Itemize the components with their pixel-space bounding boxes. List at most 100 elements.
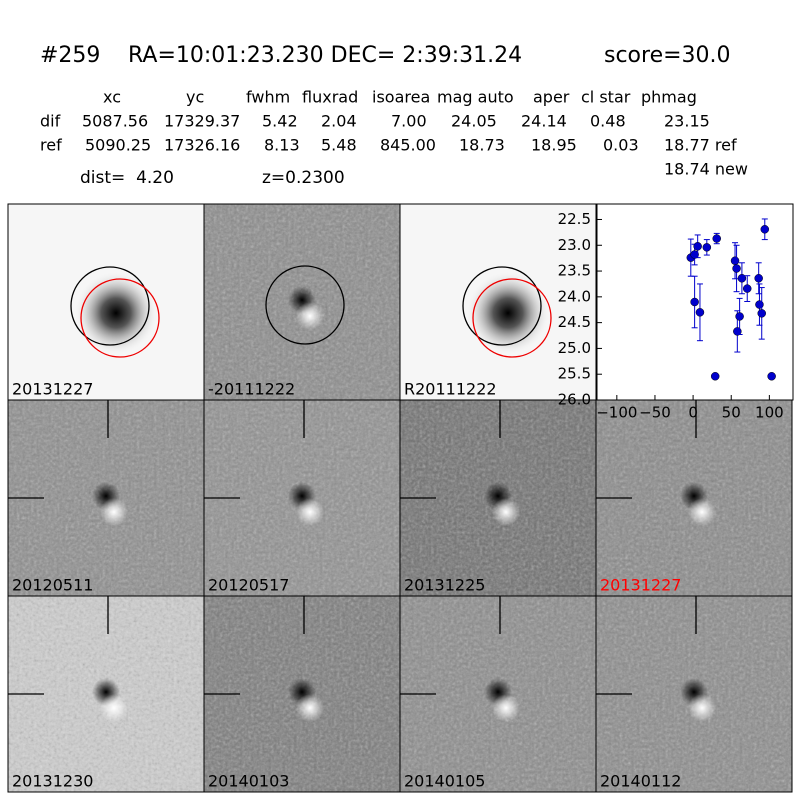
stamp: 20140112	[595, 595, 793, 793]
data-point	[757, 309, 766, 318]
bright-blob	[100, 694, 128, 722]
galaxy	[74, 271, 158, 355]
light-curve: 22.5 23.0 23.5 24.0 24.5 25.0 25.5 26.0 −100 −50 0…	[558, 203, 794, 422]
row-label: ref	[40, 136, 62, 155]
ref-circle	[462, 266, 542, 346]
cell: 17326.16	[164, 136, 240, 155]
stamp: 20140105	[399, 595, 597, 793]
bright-blob	[492, 498, 520, 526]
x-tick-label: −100	[596, 404, 637, 422]
x-tick-label: 100	[755, 404, 784, 422]
y-tick-label: 25.0	[558, 339, 591, 357]
stamp-label: 20120517	[208, 576, 289, 595]
stamp-label: 20131227	[600, 576, 681, 595]
column-header: isoarea	[372, 88, 430, 107]
coordinates: RA=10:01:23.230 DEC= 2:39:31.24	[128, 43, 522, 68]
column-header: xc	[103, 88, 121, 107]
distance: dist= 4.20	[80, 168, 174, 188]
cell: 18.73	[459, 136, 505, 155]
stamp-label: 20140105	[404, 772, 485, 791]
column-header: aper	[533, 88, 570, 107]
stamp-label: -20111222	[208, 380, 295, 399]
stamp-label: 20140112	[600, 772, 681, 791]
redshift: z=0.2300	[262, 168, 345, 188]
stamp: 20140103	[203, 595, 401, 793]
y-tick-label: 23.0	[558, 236, 591, 254]
column-header: mag auto	[437, 88, 514, 107]
stamp-frame	[595, 595, 793, 793]
bright-blob	[296, 302, 324, 330]
bright-blob	[296, 694, 324, 722]
stamp-label: 20140103	[208, 772, 289, 791]
data-point	[735, 312, 744, 321]
column-header: fwhm	[246, 88, 290, 107]
stamp-label: 20131230	[12, 772, 93, 791]
column-header: fluxrad	[302, 88, 358, 107]
new-circle	[80, 278, 160, 358]
score: score=30.0	[604, 43, 731, 68]
measurement-table: xc yc fwhm fluxrad isoarea mag auto aper cl sta…	[40, 88, 748, 179]
data-point	[710, 372, 720, 381]
data-point	[695, 308, 705, 317]
data-point	[690, 297, 699, 307]
new-circle	[472, 278, 552, 358]
bright-blob	[296, 498, 324, 526]
stamp-label: 20120511	[12, 576, 93, 595]
y-tick-label: 24.0	[558, 287, 591, 305]
cell: 18.77 ref	[664, 136, 737, 155]
stamp: 20120517	[203, 399, 401, 597]
x-tick-label: 50	[722, 404, 741, 422]
cell: 24.05	[451, 112, 497, 131]
cell: 5090.25	[85, 136, 151, 155]
x-tick-label: −50	[639, 404, 671, 422]
row-label: dif	[40, 112, 61, 131]
column-header: cl star	[581, 88, 631, 107]
data-point	[755, 300, 764, 309]
data-point	[712, 234, 721, 243]
stamp: 20131225	[399, 399, 597, 597]
bright-blob	[688, 694, 716, 722]
x-tick-label: 0	[688, 404, 698, 422]
galaxy	[466, 271, 550, 355]
bright-blob	[492, 694, 520, 722]
y-tick-label: 25.5	[558, 365, 591, 383]
stamp-label: 20131227	[12, 380, 93, 399]
stamp: 20120511	[7, 399, 205, 597]
data-point	[730, 256, 740, 265]
data-point	[702, 243, 712, 252]
stamp: -20111222	[203, 203, 401, 401]
y-tick-label: 26.0	[558, 391, 591, 409]
cell: 8.13	[264, 136, 300, 155]
ref-circle	[265, 265, 345, 345]
cell: 24.14	[521, 112, 567, 131]
data-point	[690, 250, 699, 259]
y-tick-label: 23.5	[558, 262, 591, 280]
candidate-id: #259	[40, 43, 100, 68]
cell: 5087.56	[82, 112, 148, 131]
stamp: R20111222	[399, 203, 597, 401]
data-point	[737, 274, 747, 283]
stamp: 20131227	[7, 203, 205, 401]
bright-blob	[100, 498, 128, 526]
cell: 23.15	[664, 112, 710, 131]
cell: 0.03	[603, 136, 639, 155]
cell: 18.74 new	[664, 160, 748, 179]
ref-circle	[70, 266, 150, 346]
stamp: 20131230	[7, 595, 205, 793]
column-header: yc	[186, 88, 204, 107]
bright-blob	[688, 498, 716, 526]
cell: 5.42	[262, 112, 298, 131]
stamp-grid: 20131227 -20111222 R20111222 20120511 201205…	[7, 203, 793, 793]
data-point	[754, 274, 763, 283]
cell: 17329.37	[164, 112, 240, 131]
data-point	[732, 264, 741, 273]
y-tick-label: 24.5	[558, 313, 591, 331]
stamp-label: R20111222	[404, 380, 497, 399]
stamp: 20131227	[595, 399, 793, 597]
cell: 7.00	[391, 112, 427, 131]
cell: 845.00	[380, 136, 436, 155]
cell: 2.04	[321, 112, 357, 131]
cell: 18.95	[531, 136, 577, 155]
stamp-label: 20131225	[404, 576, 485, 595]
